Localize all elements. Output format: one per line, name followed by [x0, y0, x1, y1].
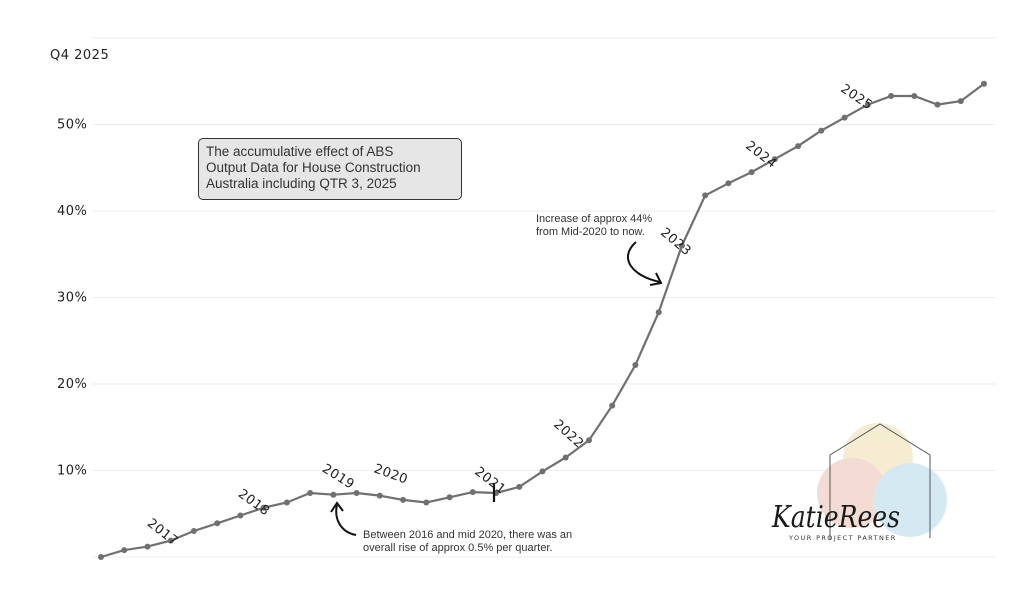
year-label: 2017: [144, 516, 181, 549]
data-point: [934, 101, 941, 108]
data-point: [702, 192, 709, 199]
y-tick-label: 50%: [57, 118, 87, 133]
data-point: [353, 490, 360, 496]
data-point: [446, 494, 453, 501]
y-tick-label: 20%: [57, 377, 87, 392]
data-point: [98, 554, 104, 560]
annotation-rise: Between 2016 and mid 2020, there was an …: [363, 529, 575, 554]
data-point: [632, 362, 639, 368]
data-point: [911, 93, 918, 99]
data-point: [283, 499, 290, 506]
year-label: 2022: [550, 417, 586, 452]
data-point: [586, 437, 592, 444]
annotation-rise-arrowhead: [330, 501, 344, 513]
annotation-increase-arrowhead: [649, 272, 663, 286]
gridlines: [92, 37, 996, 558]
data-point: [121, 547, 128, 554]
data-point: [981, 80, 987, 87]
data-point: [144, 543, 151, 550]
data-point: [190, 528, 197, 534]
annotation-rise-arrow: [335, 504, 357, 536]
y-tick-label: 30%: [57, 291, 87, 306]
annotation-rise-line-1: Between 2016 and mid 2020, there was an: [363, 529, 572, 541]
data-point: [655, 309, 662, 316]
year-label: 2020: [372, 462, 410, 488]
annotation-increase: Increase of approx 44% from Mid-2020 to …: [536, 213, 655, 238]
top-label: Q4 2025: [50, 48, 109, 63]
annotation-increase-arrow: [627, 241, 661, 283]
data-point: [818, 127, 825, 134]
data-point: [795, 143, 802, 150]
data-point: [330, 491, 337, 498]
data-point: [376, 492, 383, 499]
logo-tagline: YOUR PROJECT PARTNER: [788, 534, 897, 542]
data-point: [957, 98, 964, 105]
data-point: [237, 512, 244, 519]
data-point: [214, 520, 221, 527]
year-label: 2025: [838, 81, 875, 113]
annotation-increase-line-1: Increase of approx 44%: [536, 213, 652, 225]
data-point: [307, 490, 314, 496]
title-line-1: The accumulative effect of ABS: [206, 144, 394, 159]
chart-title-box: The accumulative effect of ABS Output Da…: [198, 138, 462, 200]
data-point: [678, 242, 685, 249]
logo-wordmark: KatieRees: [771, 500, 900, 535]
logo-house-outline: [829, 423, 931, 540]
data-point: [469, 489, 476, 496]
data-point: [167, 537, 174, 544]
annotation-rise-line-2: overall rise of approx 0.5% per quarter.: [363, 542, 553, 554]
data-point: [609, 402, 616, 409]
year-label: 2019: [319, 461, 357, 492]
data-points: [98, 80, 987, 560]
y-tick-label: 40%: [57, 204, 87, 219]
logo-circle-pink: [817, 458, 887, 528]
data-point: [864, 101, 871, 108]
data-point: [400, 496, 407, 503]
y-tick-label: 10%: [57, 464, 87, 479]
data-point: [562, 454, 569, 461]
y-axis-ticks: 10% 20% 30% 40% 50%: [57, 118, 87, 479]
data-point: [423, 499, 430, 506]
data-point: [539, 468, 546, 475]
data-point: [260, 504, 267, 511]
data-point: [841, 114, 848, 121]
annotation-increase-line-2: from Mid-2020 to now.: [536, 226, 645, 238]
katierees-logo: KatieRees YOUR PROJECT PARTNER: [771, 423, 947, 542]
data-point: [516, 483, 523, 490]
logo-circle-blue: [873, 463, 947, 537]
data-point: [725, 180, 732, 187]
title-line-3: Australia including QTR 3, 2025: [206, 176, 397, 191]
data-point: [748, 169, 755, 176]
data-point: [771, 156, 778, 163]
data-point: [888, 93, 895, 99]
title-line-2: Output Data for House Construction: [206, 160, 421, 175]
